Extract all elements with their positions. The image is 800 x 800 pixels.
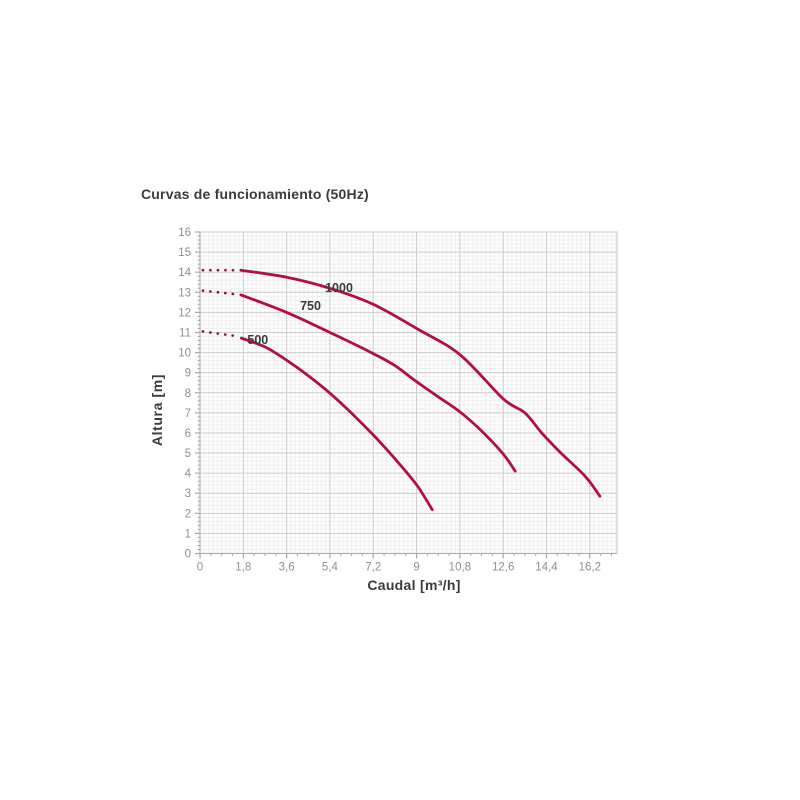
svg-text:1,8: 1,8 [235,562,251,574]
curve-750 [239,293,517,473]
x-tick-labels: 0 1,8 3,6 5,4 7,2 9 10,8 12,6 14,4 16,2 [197,562,601,574]
y-axis-title: Altura [m] [149,373,165,447]
svg-text:11: 11 [179,327,191,339]
svg-text:3,6: 3,6 [279,562,295,574]
svg-text:10,8: 10,8 [449,562,471,574]
svg-text:6: 6 [185,428,191,440]
svg-text:12: 12 [178,307,191,319]
curve-500 [240,336,434,512]
svg-text:3: 3 [185,488,191,500]
svg-text:13: 13 [178,287,191,299]
svg-text:8: 8 [185,388,191,400]
svg-text:16,2: 16,2 [579,562,601,574]
axis-ticks [195,231,612,559]
curve-label-750: 750 [300,299,321,313]
svg-text:15: 15 [178,247,191,259]
chart-title: Curvas de funcionamiento (50Hz) [141,186,369,202]
svg-text:9: 9 [413,562,419,574]
svg-text:9: 9 [185,368,191,380]
svg-text:1: 1 [185,528,191,540]
curve-label-500: 500 [247,333,268,347]
svg-text:5,4: 5,4 [322,562,339,574]
svg-text:0: 0 [197,562,203,574]
svg-text:2: 2 [185,508,191,520]
grid-major [200,232,617,554]
x-axis-title: Caudal [m³/h] [367,577,461,593]
svg-text:0: 0 [185,549,191,561]
svg-text:7,2: 7,2 [365,562,381,574]
svg-text:7: 7 [185,408,191,420]
svg-text:10: 10 [178,348,191,360]
svg-text:14,4: 14,4 [535,562,558,574]
series-750: 750 [201,289,517,473]
curve-label-1000: 1000 [325,281,353,295]
svg-text:4: 4 [185,468,192,480]
svg-text:5: 5 [185,448,191,460]
svg-text:12,6: 12,6 [492,562,514,574]
series-1000: 1000 [201,268,602,498]
svg-text:14: 14 [178,267,191,279]
curve-1000 [239,268,602,498]
svg-text:16: 16 [178,227,191,239]
series-500: 500 [201,330,434,512]
